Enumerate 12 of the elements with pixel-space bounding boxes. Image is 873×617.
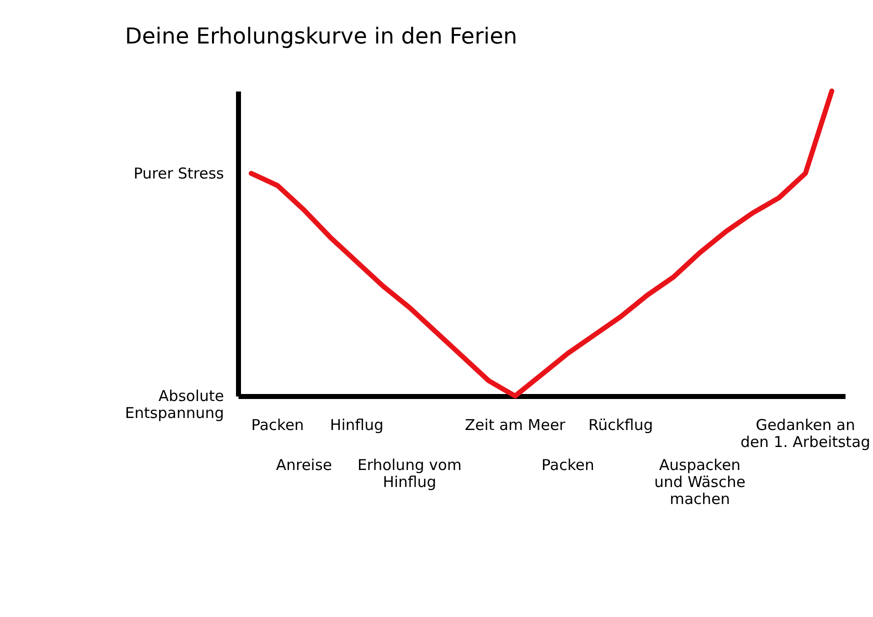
x-tick-label: Hinflug bbox=[330, 416, 384, 434]
x-tick-label: Auspacken und Wäsche machen bbox=[654, 456, 746, 508]
text: Purer Stress bbox=[134, 164, 224, 182]
x-tick-label: Packen bbox=[251, 416, 304, 434]
x-tick-label: Zeit am Meer bbox=[464, 416, 566, 434]
x-tick-label: Rückflug bbox=[588, 416, 654, 434]
text: Absolute Entspannung bbox=[125, 387, 224, 422]
x-tick-label: Packen bbox=[542, 456, 594, 474]
chart-title: Deine Erholungskurve in den Ferien bbox=[125, 24, 518, 50]
x-tick-label: Anreise bbox=[276, 456, 332, 474]
x-tick-label: Erholung vom Hinflug bbox=[357, 456, 462, 491]
x-tick-label: Gedanken an den 1. Arbeitstag bbox=[740, 416, 870, 451]
